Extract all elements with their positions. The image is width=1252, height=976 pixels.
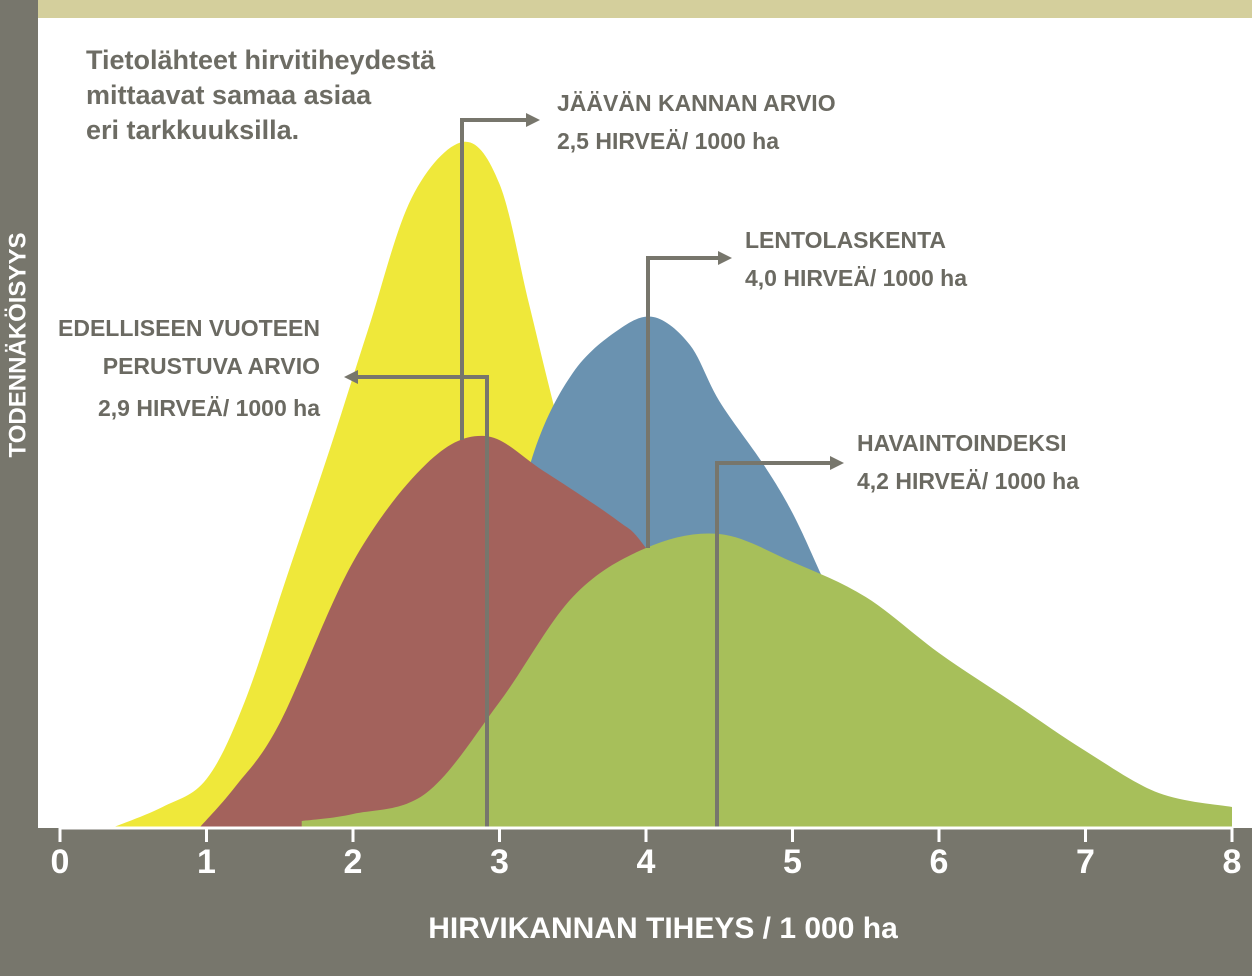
chart-title: Tietolähteet hirvitiheydestä <box>86 45 436 75</box>
series-label: 2,9 HIRVEÄ/ 1000 ha <box>98 395 320 421</box>
annotation-arrow <box>356 375 489 830</box>
series-name: JÄÄVÄN KANNAN ARVIO <box>557 90 836 116</box>
left-band <box>0 0 38 976</box>
arrow-head <box>526 113 540 127</box>
arrows <box>344 113 844 830</box>
x-tick-label: 2 <box>344 843 363 881</box>
series-name: EDELLISEEN VUOTEEN <box>58 315 320 341</box>
x-tick-label: 5 <box>783 843 802 881</box>
chart-title: mittaavat samaa asiaa <box>86 80 372 110</box>
density-area <box>301 533 1233 828</box>
y-axis-label: TODENNÄKÖISYYS <box>4 233 31 458</box>
arrow-head <box>830 456 844 470</box>
series-label: 4,2 HIRVEÄ/ 1000 ha <box>857 468 1079 494</box>
x-tick-label: 6 <box>930 843 949 881</box>
chart-title: eri tarkkuuksilla. <box>86 115 299 145</box>
arrow-head <box>718 251 732 265</box>
top-band <box>0 0 1252 18</box>
x-tick-label: 4 <box>637 843 656 881</box>
series-name: HAVAINTOINDEKSI <box>857 430 1067 456</box>
x-tick-label: 7 <box>1076 843 1095 881</box>
x-axis-label: HIRVIKANNAN TIHEYS / 1 000 ha <box>428 912 898 945</box>
x-tick-label: 0 <box>51 843 70 881</box>
x-tick-label: 3 <box>490 843 509 881</box>
series-label: 2,5 HIRVEÄ/ 1000 ha <box>557 128 779 154</box>
annotation-arrow <box>646 256 720 548</box>
annotation-arrow <box>715 461 832 830</box>
series-name: PERUSTUVA ARVIO <box>103 353 320 379</box>
series-label: 4,0 HIRVEÄ/ 1000 ha <box>745 265 967 291</box>
arrow-head <box>344 370 358 384</box>
x-tick-label: 1 <box>197 843 216 881</box>
annotation-arrow <box>460 118 530 440</box>
series-name: LENTOLASKENTA <box>745 227 946 253</box>
bottom-band <box>0 828 1252 976</box>
areas <box>111 141 1233 828</box>
x-tick-label: 8 <box>1223 843 1242 881</box>
